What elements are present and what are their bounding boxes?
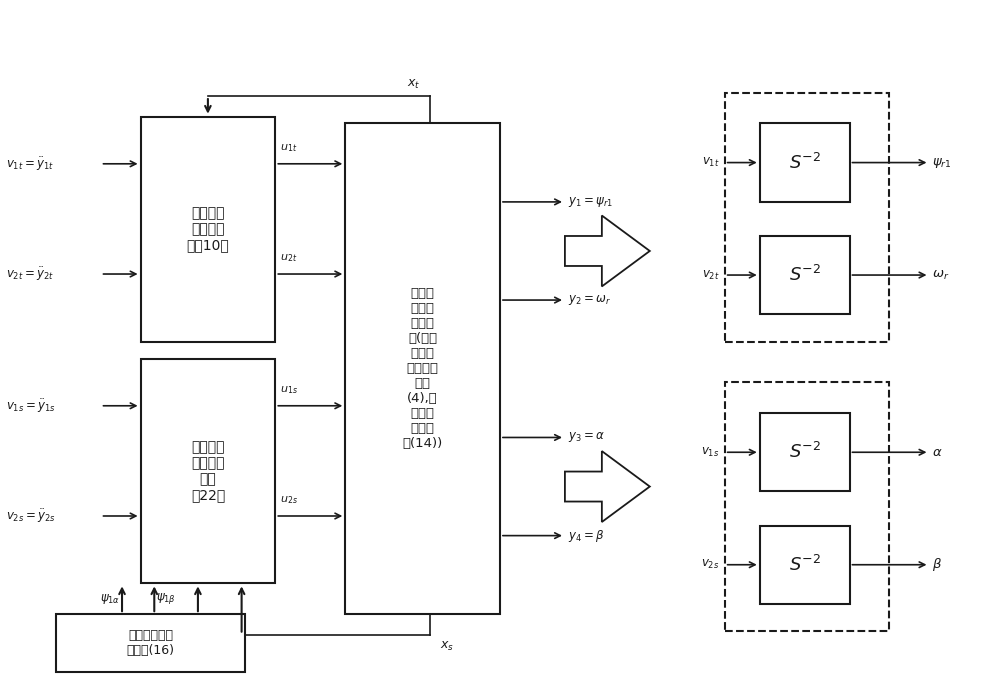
Text: $S^{-2}$: $S^{-2}$ [789,152,821,173]
Text: $y_2=\omega_r$: $y_2=\omega_r$ [568,293,611,307]
Text: $S^{-2}$: $S^{-2}$ [789,555,821,575]
Bar [141,117,275,342]
Text: $x_s$: $x_s$ [440,640,454,653]
Text: $x_t$: $x_t$ [407,78,420,91]
Text: $S^{-2}$: $S^{-2}$ [789,265,821,285]
Bar [345,124,500,614]
Text: $y_1=\psi_{r1}$: $y_1=\psi_{r1}$ [568,195,613,209]
Bar [760,236,850,314]
Text: $u_{1s}$: $u_{1s}$ [280,384,298,395]
Bar [725,93,889,342]
Text: $\psi_{1\beta}$: $\psi_{1\beta}$ [156,591,176,607]
Bar [725,382,889,631]
Text: 独立转矩
系统逆模
型（10）: 独立转矩 系统逆模 型（10） [187,206,229,252]
Text: $\omega_r$: $\omega_r$ [932,268,950,281]
Bar [760,413,850,492]
Bar [141,359,275,583]
Text: 无轴承
异步电
机原系
统(包含
转矩原
系统系统
模型
(4),磁
悬浮原
系统模
型(14)): 无轴承 异步电 机原系 统(包含 转矩原 系统系统 模型 (4),磁 悬浮原 系… [402,288,443,450]
Text: $y_4=\beta$: $y_4=\beta$ [568,528,604,544]
Text: $\alpha$: $\alpha$ [932,446,943,459]
Text: $u_{2s}$: $u_{2s}$ [280,494,298,506]
Bar [760,525,850,604]
Bar [56,614,245,672]
Text: $v_{2t}=\ddot{y}_{2t}$: $v_{2t}=\ddot{y}_{2t}$ [6,265,54,283]
Text: $y_3=\alpha$: $y_3=\alpha$ [568,430,605,445]
Text: $v_{2t}$: $v_{2t}$ [702,268,720,281]
Text: $v_{1t}$: $v_{1t}$ [702,156,720,169]
Text: $v_{2s}=\ddot{y}_{2s}$: $v_{2s}=\ddot{y}_{2s}$ [6,507,55,525]
Text: $v_{1s}=\ddot{y}_{1s}$: $v_{1s}=\ddot{y}_{1s}$ [6,397,55,415]
Text: $u_{2t}$: $u_{2t}$ [280,252,298,264]
Polygon shape [565,216,650,286]
Text: $\psi_{1\alpha}$: $\psi_{1\alpha}$ [100,591,120,606]
Text: $v_{1t}=\ddot{y}_{1t}$: $v_{1t}=\ddot{y}_{1t}$ [6,155,54,173]
Bar [760,124,850,201]
Text: $v_{2s}$: $v_{2s}$ [701,558,720,571]
Text: $\beta$: $\beta$ [932,556,942,573]
Text: $u_{1t}$: $u_{1t}$ [280,142,298,154]
Text: 气隙磁链独立
观测器(16): 气隙磁链独立 观测器(16) [126,629,174,657]
Text: $\psi_{r1}$: $\psi_{r1}$ [932,156,952,169]
Text: $v_{1s}$: $v_{1s}$ [701,446,720,459]
Text: $S^{-2}$: $S^{-2}$ [789,442,821,462]
Polygon shape [565,451,650,522]
Text: 独立磁悬
浮系统逆
模型
（22）: 独立磁悬 浮系统逆 模型 （22） [191,440,225,502]
